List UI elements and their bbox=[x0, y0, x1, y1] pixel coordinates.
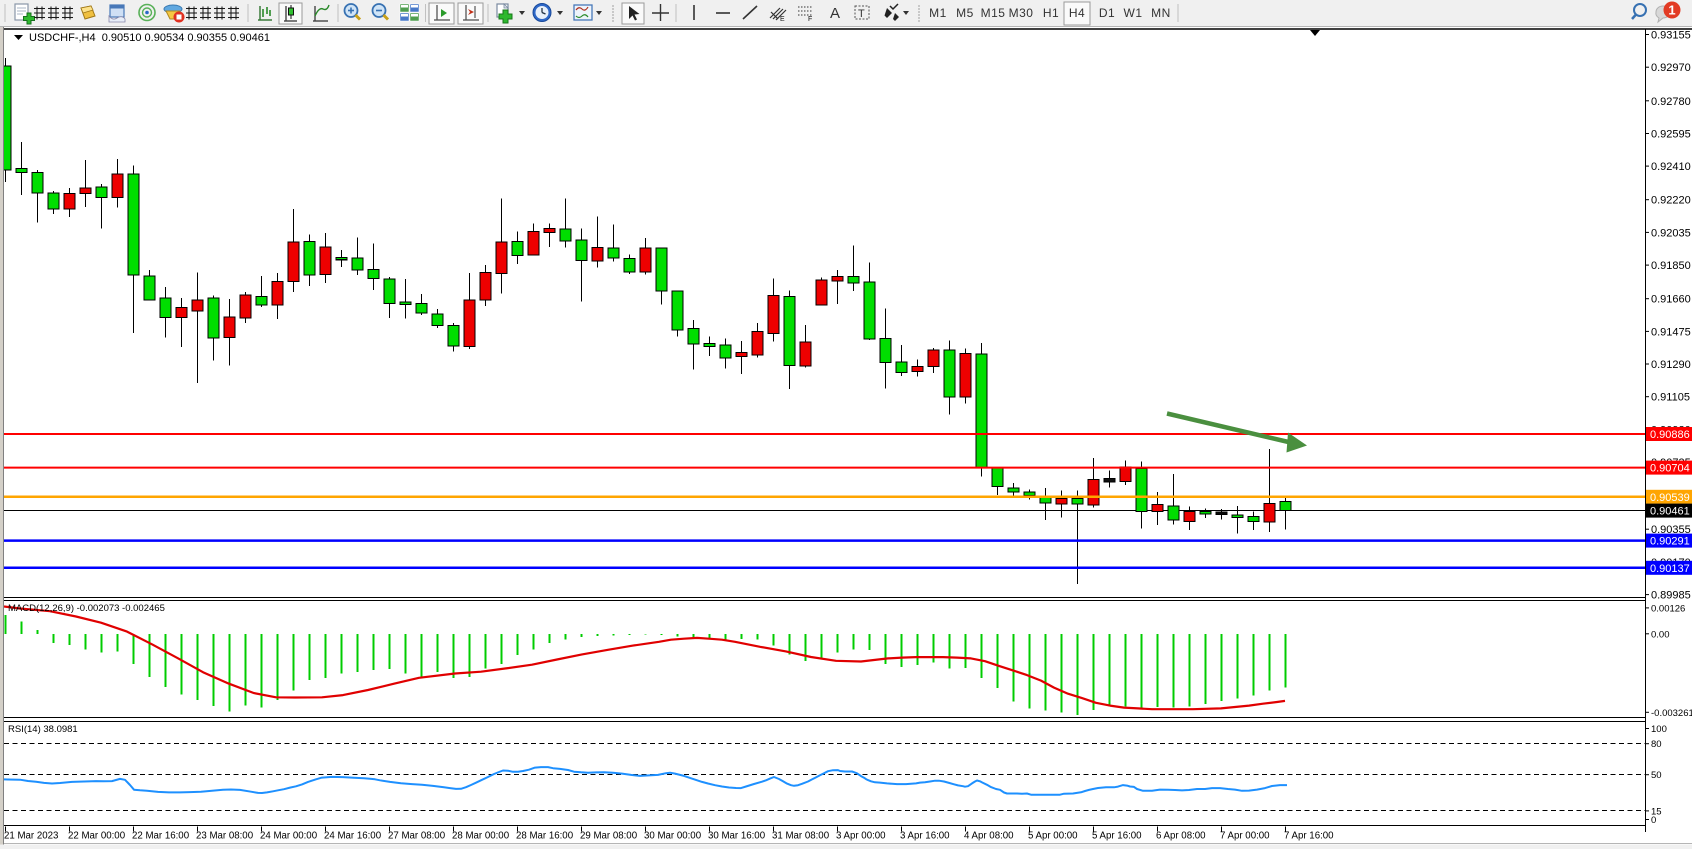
svg-text:5 Apr 00:00: 5 Apr 00:00 bbox=[1028, 831, 1078, 842]
svg-text:M15: M15 bbox=[981, 6, 1006, 20]
svg-text:24 Mar 00:00: 24 Mar 00:00 bbox=[260, 831, 318, 842]
svg-text:USDCHF-,H4 0.90510 0.90534 0.: USDCHF-,H4 0.90510 0.90534 0.90355 0.904… bbox=[29, 32, 270, 44]
svg-text:RSI(14) 38.0981: RSI(14) 38.0981 bbox=[8, 724, 78, 735]
svg-text:0.91290: 0.91290 bbox=[1651, 359, 1691, 371]
svg-text:0.89985: 0.89985 bbox=[1651, 590, 1691, 602]
svg-text:H4: H4 bbox=[1069, 6, 1085, 20]
svg-text:0.90291: 0.90291 bbox=[1650, 536, 1690, 548]
svg-text:H1: H1 bbox=[1043, 6, 1059, 20]
svg-text:29 Mar 08:00: 29 Mar 08:00 bbox=[580, 831, 638, 842]
svg-text:30 Mar 00:00: 30 Mar 00:00 bbox=[644, 831, 702, 842]
svg-text:0.90355: 0.90355 bbox=[1651, 524, 1691, 536]
svg-text:0.92780: 0.92780 bbox=[1651, 96, 1691, 108]
svg-text:-0.003261: -0.003261 bbox=[1651, 708, 1692, 719]
svg-text:0.91475: 0.91475 bbox=[1651, 326, 1691, 338]
svg-text:D1: D1 bbox=[1099, 6, 1115, 20]
svg-text:22 Mar 00:00: 22 Mar 00:00 bbox=[68, 831, 126, 842]
svg-text:M30: M30 bbox=[1009, 6, 1034, 20]
svg-text:M1: M1 bbox=[929, 6, 947, 20]
svg-text:M5: M5 bbox=[956, 6, 974, 20]
svg-text:0.90539: 0.90539 bbox=[1650, 492, 1690, 504]
svg-text:3 Apr 00:00: 3 Apr 00:00 bbox=[836, 831, 886, 842]
svg-text:E: E bbox=[780, 16, 785, 23]
svg-text:0.93155: 0.93155 bbox=[1651, 30, 1691, 42]
svg-text:6 Apr 08:00: 6 Apr 08:00 bbox=[1156, 831, 1206, 842]
svg-text:MN: MN bbox=[1151, 6, 1171, 20]
svg-text:3 Apr 16:00: 3 Apr 16:00 bbox=[900, 831, 950, 842]
svg-text:0.00: 0.00 bbox=[1651, 629, 1670, 640]
svg-text:80: 80 bbox=[1651, 739, 1662, 750]
svg-text:100: 100 bbox=[1651, 724, 1667, 735]
svg-text:31 Mar 08:00: 31 Mar 08:00 bbox=[772, 831, 830, 842]
svg-text:30 Mar 16:00: 30 Mar 16:00 bbox=[708, 831, 766, 842]
svg-text:A: A bbox=[830, 5, 840, 22]
svg-text:0.91660: 0.91660 bbox=[1651, 294, 1691, 306]
svg-text:0.92220: 0.92220 bbox=[1651, 195, 1691, 207]
svg-text:28 Mar 00:00: 28 Mar 00:00 bbox=[452, 831, 510, 842]
svg-text:0.90704: 0.90704 bbox=[1650, 463, 1690, 475]
svg-text:23 Mar 08:00: 23 Mar 08:00 bbox=[196, 831, 254, 842]
svg-text:MACD(12,26,9) -0.002073 -0.002: MACD(12,26,9) -0.002073 -0.002465 bbox=[8, 603, 165, 614]
svg-text:0.00126: 0.00126 bbox=[1651, 603, 1685, 614]
svg-text:F: F bbox=[808, 16, 812, 23]
svg-text:50: 50 bbox=[1651, 770, 1662, 781]
svg-text:0.92035: 0.92035 bbox=[1651, 227, 1691, 239]
svg-text:28 Mar 16:00: 28 Mar 16:00 bbox=[516, 831, 574, 842]
svg-text:5 Apr 16:00: 5 Apr 16:00 bbox=[1092, 831, 1142, 842]
svg-text:22 Mar 16:00: 22 Mar 16:00 bbox=[132, 831, 190, 842]
svg-text:24 Mar 16:00: 24 Mar 16:00 bbox=[324, 831, 382, 842]
svg-text:0.92595: 0.92595 bbox=[1651, 129, 1691, 141]
svg-text:W1: W1 bbox=[1124, 6, 1143, 20]
svg-text:0.91105: 0.91105 bbox=[1651, 392, 1690, 404]
svg-text:0.92970: 0.92970 bbox=[1651, 62, 1691, 74]
svg-text:7 Apr 00:00: 7 Apr 00:00 bbox=[1220, 831, 1270, 842]
svg-text:1: 1 bbox=[1668, 3, 1675, 18]
svg-text:0: 0 bbox=[1651, 815, 1656, 826]
svg-text:T: T bbox=[858, 8, 865, 20]
svg-text:0.91850: 0.91850 bbox=[1651, 260, 1691, 272]
svg-text:0.90886: 0.90886 bbox=[1650, 429, 1690, 441]
svg-text:4 Apr 08:00: 4 Apr 08:00 bbox=[964, 831, 1014, 842]
svg-text:0.92410: 0.92410 bbox=[1651, 161, 1691, 173]
svg-text:15: 15 bbox=[1651, 806, 1662, 817]
svg-text:0.90461: 0.90461 bbox=[1650, 506, 1690, 518]
svg-text:21 Mar 2023: 21 Mar 2023 bbox=[4, 831, 58, 842]
svg-text:7 Apr 16:00: 7 Apr 16:00 bbox=[1284, 831, 1334, 842]
svg-text:0.90137: 0.90137 bbox=[1650, 563, 1690, 575]
svg-text:27 Mar 08:00: 27 Mar 08:00 bbox=[388, 831, 446, 842]
